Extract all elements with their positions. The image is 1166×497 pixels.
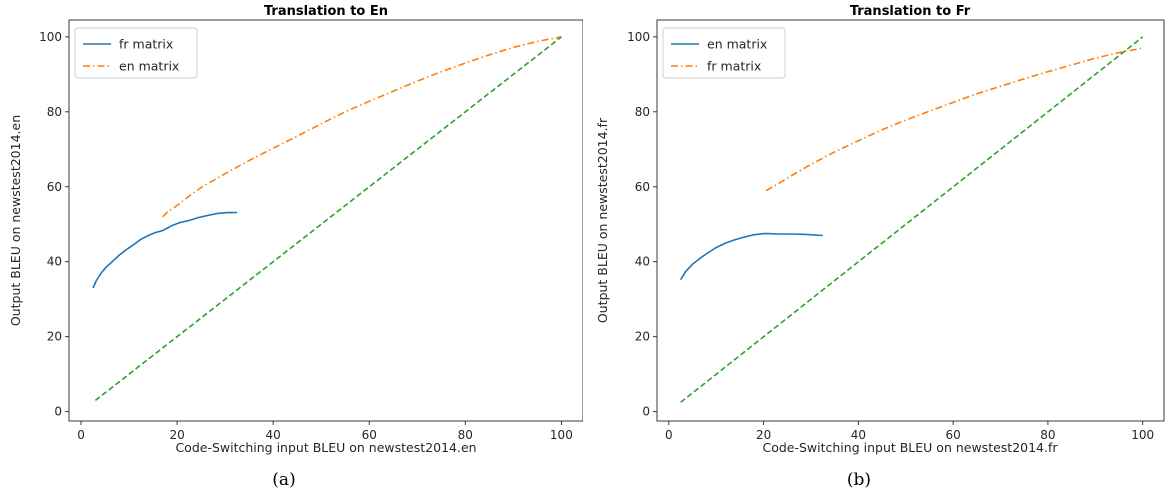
caption-a: (a) <box>272 470 296 490</box>
x-tick-label: 40 <box>266 428 281 442</box>
series-line-diagonal <box>94 36 562 402</box>
y-tick-label: 40 <box>635 255 650 269</box>
chart-svg-fr: Translation to Fr 0 20 40 60 80 100 0 20 40 60 80 10… <box>595 4 1165 455</box>
plot-frame <box>656 19 1165 422</box>
y-axis-label: Output BLEU on newstest2014.fr <box>595 117 610 323</box>
y-tick-label: 100 <box>39 30 62 44</box>
y-tick-label: 20 <box>47 330 62 344</box>
series-line-diagonal <box>680 36 1144 403</box>
legend-label: fr matrix <box>707 59 761 74</box>
series-line-en-matrix <box>680 232 823 281</box>
x-tick-label: 80 <box>458 428 473 442</box>
chart-panel-fr: Translation to Fr 0 20 40 60 80 100 0 20 40 60 80 10… <box>583 0 1166 497</box>
y-tick-label: 80 <box>635 105 650 119</box>
y-tick-label: 80 <box>47 105 62 119</box>
legend-label: en matrix <box>707 37 767 52</box>
x-tick-label: 0 <box>77 428 85 442</box>
x-axis-label: Code-Switching input BLEU on newstest201… <box>762 440 1058 455</box>
series-line-fr-matrix <box>92 211 238 289</box>
y-axis-label: Output BLEU on newstest2014.en <box>8 115 23 326</box>
y-tick-label: 60 <box>635 180 650 194</box>
x-tick-label: 60 <box>362 428 377 442</box>
x-axis-label: Code-Switching input BLEU on newstest201… <box>175 440 476 455</box>
caption-b: (b) <box>846 470 872 490</box>
series-line-en-matrix <box>162 36 562 218</box>
x-tick-label: 80 <box>1040 428 1055 442</box>
legend-label: fr matrix <box>119 37 173 52</box>
x-tick-label: 100 <box>1131 428 1154 442</box>
legend-box <box>74 27 198 79</box>
x-tick-label: 20 <box>169 428 184 442</box>
legend-box <box>662 27 786 79</box>
x-tick-label: 40 <box>851 428 866 442</box>
chart-svg-en: Translation to En 0 20 40 60 80 100 0 20 40 60 80 10… <box>8 4 583 455</box>
plot-frame <box>68 19 583 422</box>
y-tick-label: 100 <box>627 30 650 44</box>
y-tick-label: 0 <box>642 405 650 419</box>
series-line-fr-matrix <box>765 47 1143 192</box>
legend-label: en matrix <box>119 59 179 74</box>
chart-title: Translation to En <box>264 4 388 19</box>
x-tick-label: 100 <box>550 428 573 442</box>
chart-title: Translation to Fr <box>850 4 971 19</box>
y-tick-label: 20 <box>635 330 650 344</box>
x-tick-label: 20 <box>756 428 771 442</box>
x-tick-label: 0 <box>665 428 673 442</box>
y-tick-label: 40 <box>47 255 62 269</box>
x-tick-label: 60 <box>946 428 961 442</box>
chart-panel-en: Translation to En 0 20 40 60 80 100 0 20 40 60 80 10… <box>8 4 583 490</box>
y-tick-label: 60 <box>47 180 62 194</box>
y-tick-label: 0 <box>54 405 62 419</box>
